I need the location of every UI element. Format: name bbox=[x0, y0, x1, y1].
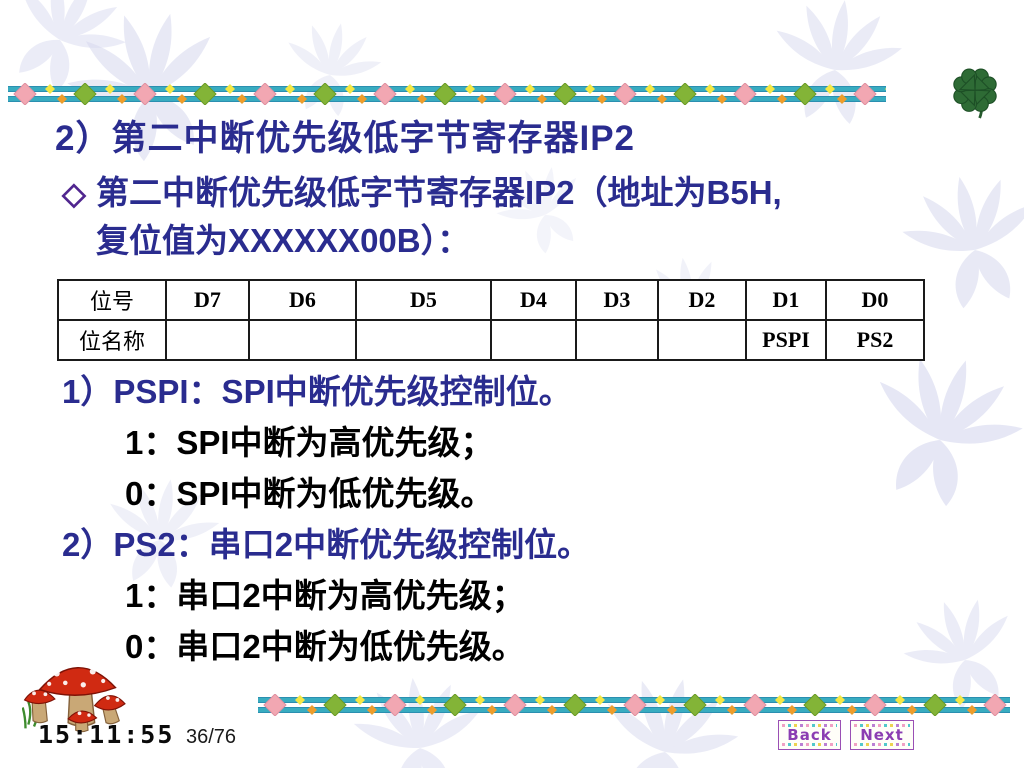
value-cell-pspi: PSPI bbox=[745, 319, 827, 361]
header-cell: 位号 bbox=[57, 279, 167, 321]
clock-timestamp: 15:11:55 bbox=[38, 720, 175, 749]
header-cell: D1 bbox=[745, 279, 827, 321]
body-line: 2）PS2：串口2中断优先级控制位。 bbox=[62, 526, 591, 563]
bullet-line-1: 第二中断优先级低字节寄存器IP2（地址为B5H, bbox=[96, 174, 782, 211]
body-text-block: 1）PSPI：SPI中断优先级控制位。 1：SPI中断为高优先级； 0：SPI中… bbox=[62, 366, 590, 672]
row-label-cell: 位名称 bbox=[57, 319, 167, 361]
header-cell: D2 bbox=[657, 279, 747, 321]
header-cell: D4 bbox=[490, 279, 577, 321]
table-value-row: 位名称 PSPI PS2 bbox=[57, 319, 925, 361]
header-cell: D3 bbox=[575, 279, 659, 321]
body-line: 1）PSPI：SPI中断优先级控制位。 bbox=[62, 373, 572, 410]
top-garland-border bbox=[8, 83, 886, 105]
slide-title: 2）第二中断优先级低字节寄存器IP2 bbox=[55, 119, 636, 158]
value-cell bbox=[355, 319, 492, 361]
diamond-bullet-icon: ◇ bbox=[62, 176, 86, 211]
value-cell bbox=[490, 319, 577, 361]
header-cell: D7 bbox=[165, 279, 250, 321]
body-line: 1：串口2中断为高优先级； bbox=[125, 577, 525, 614]
value-cell-ps2: PS2 bbox=[825, 319, 925, 361]
header-cell: D5 bbox=[355, 279, 492, 321]
value-cell bbox=[575, 319, 659, 361]
bottom-garland-border bbox=[258, 694, 1010, 716]
register-bit-table: 位号 D7 D6 D5 D4 D3 D2 D1 D0 位名称 PSPI PS2 bbox=[57, 279, 925, 361]
header-cell: D0 bbox=[825, 279, 925, 321]
body-line: 1：SPI中断为高优先级； bbox=[125, 424, 494, 461]
value-cell bbox=[165, 319, 250, 361]
value-cell bbox=[657, 319, 747, 361]
next-button[interactable]: Next bbox=[850, 720, 914, 750]
header-cell: D6 bbox=[248, 279, 357, 321]
body-line: 0：串口2中断为低优先级。 bbox=[125, 628, 525, 665]
page-number: 36/76 bbox=[186, 726, 237, 748]
bullet-paragraph: 第二中断优先级低字节寄存器IP2（地址为B5H, 复位值为XXXXXX00B）： bbox=[96, 169, 782, 265]
value-cell bbox=[248, 319, 357, 361]
mushroom-icon bbox=[22, 659, 126, 733]
table-header-row: 位号 D7 D6 D5 D4 D3 D2 D1 D0 bbox=[57, 279, 925, 321]
clover-icon bbox=[950, 66, 1000, 119]
body-line: 0：SPI中断为低优先级。 bbox=[125, 475, 494, 512]
bullet-line-2: 复位值为XXXXXX00B）： bbox=[96, 222, 471, 259]
back-button[interactable]: Back bbox=[778, 720, 841, 750]
